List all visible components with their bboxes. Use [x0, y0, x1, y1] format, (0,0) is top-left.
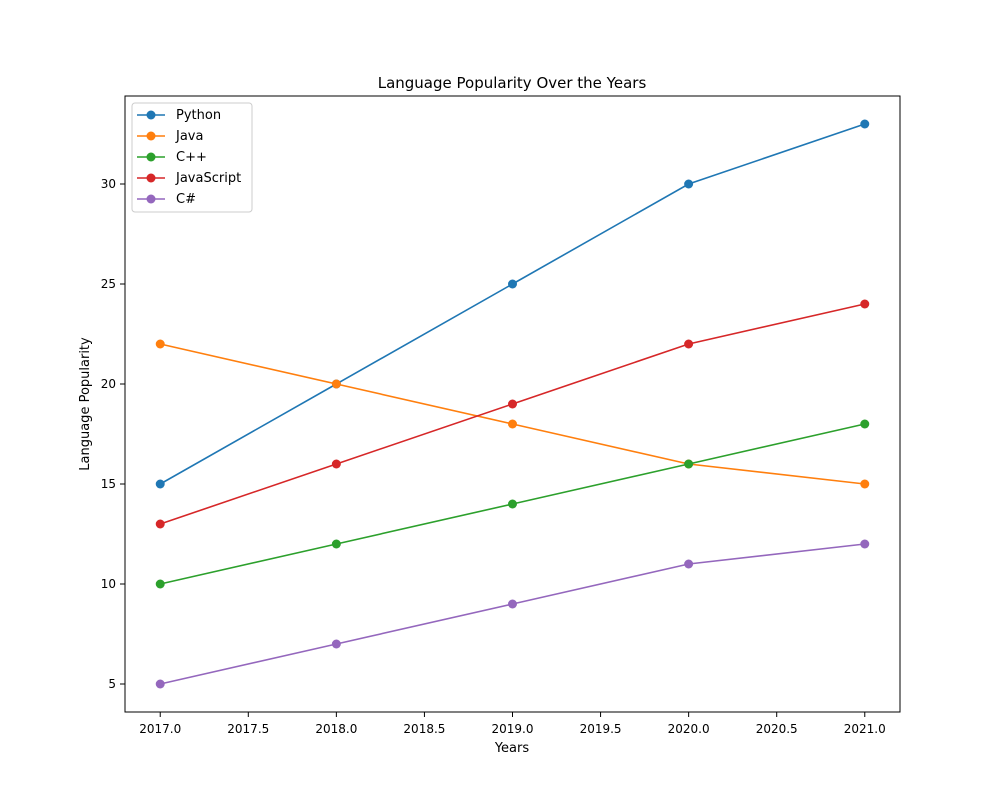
legend-marker	[146, 173, 156, 183]
x-tick-label: 2018.5	[403, 722, 445, 736]
data-point-python	[684, 179, 694, 189]
series-line-csharp	[160, 543, 865, 685]
series-csharp	[155, 539, 870, 689]
plot-area	[155, 119, 870, 689]
x-tick-label: 2020.5	[756, 722, 798, 736]
data-point-java	[508, 419, 517, 429]
legend-box	[131, 102, 253, 213]
y-axis-ticks: 5 10 15 20 25 30	[101, 177, 125, 691]
data-point-cpp	[860, 419, 870, 429]
legend-label: C++	[176, 150, 207, 165]
legend-label: Java	[175, 129, 203, 144]
data-point-python	[155, 479, 165, 489]
x-tick-label: 2020.0	[668, 722, 710, 736]
legend-marker	[146, 194, 156, 204]
legend: Python Java C++ JavaScript C#	[131, 102, 253, 213]
legend-label: JavaScript	[175, 171, 241, 186]
y-tick-label: 30	[101, 177, 116, 191]
x-tick-label: 2017.5	[227, 722, 269, 736]
series-java	[155, 339, 870, 489]
series-line-python	[159, 123, 866, 485]
data-point-cpp	[508, 499, 517, 509]
series-line-javascript	[159, 303, 865, 525]
legend-label: Python	[176, 108, 221, 123]
chart-title: Language Popularity Over the Years	[378, 74, 647, 92]
data-point-python	[508, 279, 517, 289]
data-point-csharp	[155, 679, 165, 689]
data-point-java	[155, 339, 165, 349]
legend-marker	[146, 131, 156, 141]
data-point-javascript	[860, 299, 870, 309]
x-tick-label: 2019.5	[580, 722, 622, 736]
x-tick-label: 2018.0	[315, 722, 357, 736]
x-axis-label: Years	[494, 741, 530, 756]
data-point-javascript	[155, 519, 165, 529]
data-point-java	[331, 379, 341, 389]
y-tick-label: 20	[101, 377, 116, 391]
data-point-cpp	[155, 579, 165, 589]
data-point-cpp	[331, 539, 341, 549]
data-point-csharp	[860, 539, 870, 549]
data-point-java	[860, 479, 870, 489]
y-tick-label: 25	[101, 277, 116, 291]
data-point-javascript	[331, 459, 341, 469]
y-tick-label: 15	[101, 477, 116, 491]
axes-frame	[124, 95, 901, 713]
data-point-javascript	[684, 339, 694, 349]
x-tick-label: 2017.0	[139, 722, 181, 736]
data-point-csharp	[684, 559, 694, 569]
series-javascript	[155, 299, 870, 529]
x-axis-ticks: 2017.0 2017.5 2018.0 2018.5 2019.0 2019.5 2020…	[139, 712, 886, 736]
legend-label: C#	[176, 192, 196, 207]
series-python	[155, 119, 870, 489]
legend-marker	[146, 110, 156, 120]
series-line-java	[160, 343, 865, 485]
x-tick-label: 2019.0	[492, 722, 534, 736]
data-point-cpp	[684, 459, 694, 469]
series-cpp	[155, 419, 870, 589]
data-point-csharp	[508, 599, 517, 609]
data-point-csharp	[331, 639, 341, 649]
legend-marker	[146, 152, 156, 162]
data-point-javascript	[508, 399, 517, 409]
y-tick-label: 5	[108, 677, 116, 691]
x-tick-label: 2021.0	[844, 722, 886, 736]
y-tick-label: 10	[101, 577, 116, 591]
y-axis-label: Language Popularity	[78, 337, 93, 471]
data-point-python	[860, 119, 870, 129]
